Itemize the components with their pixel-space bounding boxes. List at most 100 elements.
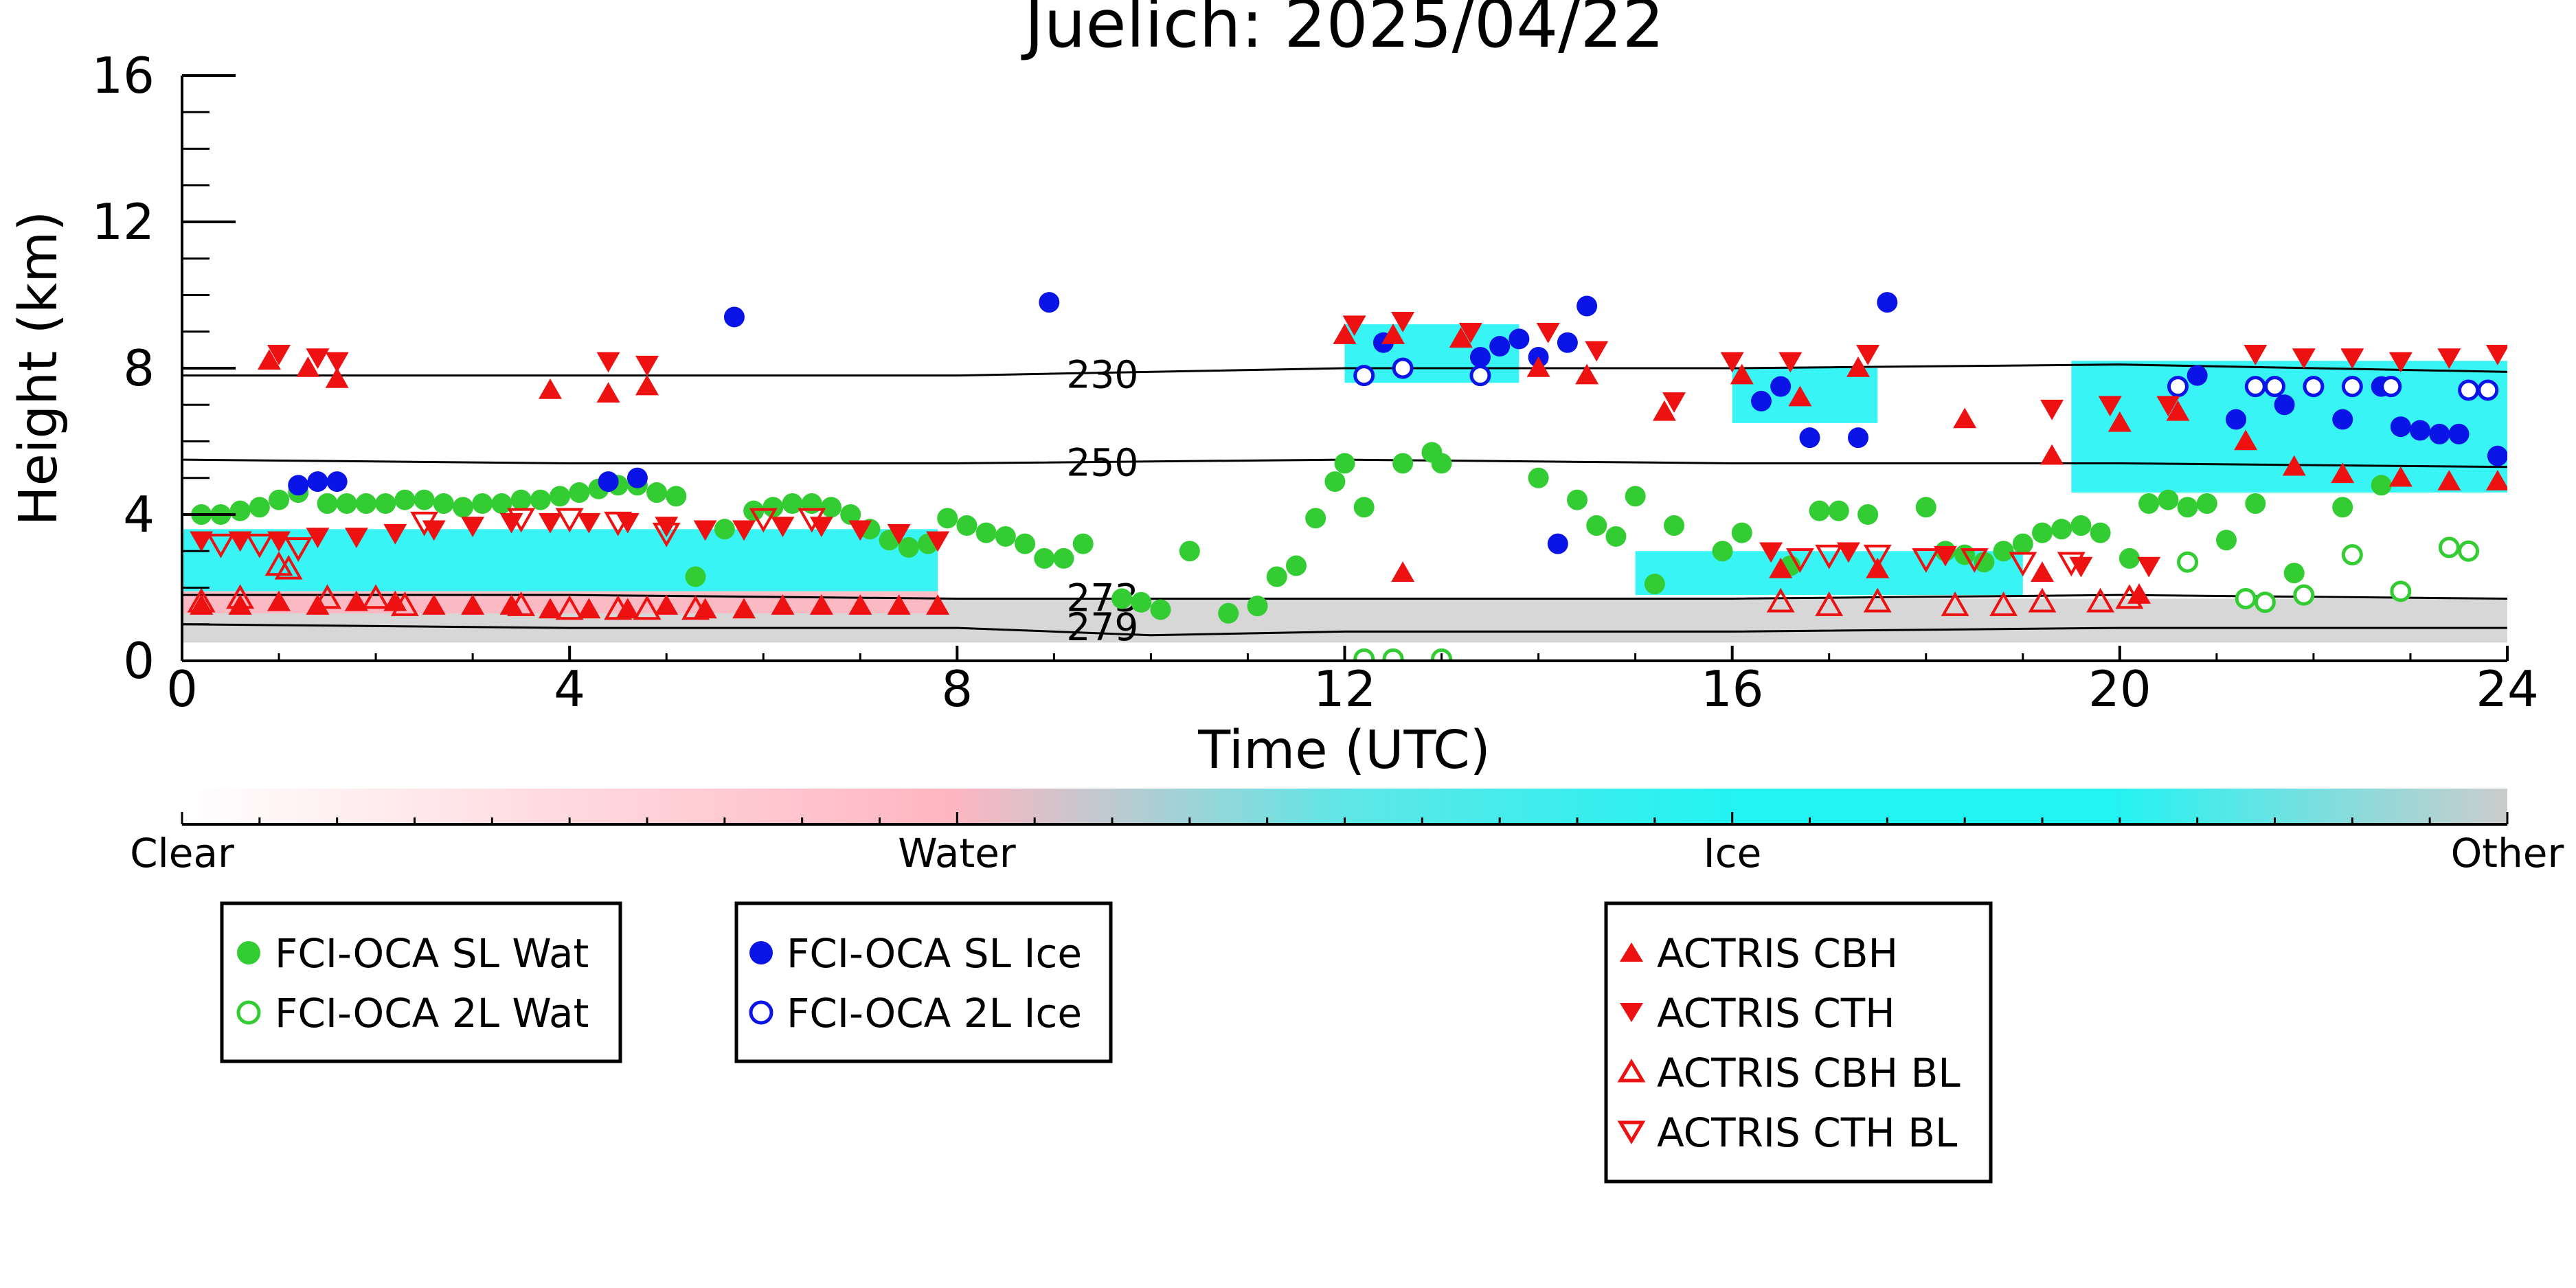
legend-marker-2l-ice: [749, 1000, 773, 1025]
point-actris-cth: [693, 520, 717, 541]
point-fci-oca-2l-ice: [1392, 357, 1414, 379]
chart-title: Juelich: 2025/04/22: [1021, 0, 1664, 63]
point-fci-oca-sl-wat: [666, 486, 687, 507]
legend-ice: FCI-OCA SL Ice FCI-OCA 2L Ice: [734, 901, 1113, 1063]
point-fci-oca-sl-wat: [453, 497, 474, 518]
point-actris-cth: [596, 352, 620, 373]
point-actris-cth: [926, 531, 950, 552]
point-fci-oca-sl-ice: [1770, 376, 1792, 397]
point-actris-cbh: [228, 594, 252, 615]
point-actris-cbh: [1333, 324, 1357, 344]
axes: 0 4 8 12 16 20 24 0 4 8 12 16: [91, 47, 2538, 718]
point-fci-oca-sl-wat: [646, 482, 668, 504]
point-actris-cbh: [538, 598, 562, 619]
point-actris-cbh: [2485, 470, 2507, 490]
point-actris-cbh: [848, 594, 872, 615]
point-fci-oca-sl-ice: [1877, 292, 1898, 313]
point-fci-oca-sl-wat: [1218, 602, 1239, 624]
point-fci-oca-2l-wat: [1353, 648, 1375, 661]
legend-marker-cth: [1620, 1003, 1643, 1022]
point-fci-oca-2l-ice: [2341, 376, 2363, 398]
point-actris-cth: [1342, 315, 1366, 337]
point-actris-cth: [325, 352, 349, 373]
isotherm-line-273: [182, 594, 2508, 600]
point-actris-cth: [2244, 344, 2268, 365]
x-tick-label: 8: [941, 660, 973, 718]
point-fci-oca-sl-wat: [569, 482, 590, 504]
point-actris-cth: [499, 512, 523, 534]
point-fci-oca-sl-wat: [1034, 547, 1055, 569]
point-fci-oca-sl-ice: [2487, 445, 2507, 466]
point-actris-cbh-bl: [361, 584, 390, 609]
point-actris-cbh: [577, 598, 601, 619]
point-actris-cth: [615, 512, 640, 534]
point-fci-oca-2l-wat: [2235, 587, 2257, 609]
point-actris-cbh-bl: [604, 595, 633, 620]
point-fci-oca-sl-wat: [1993, 541, 2014, 562]
colorbar-label-other: Other: [2451, 830, 2564, 877]
point-actris-cth: [1836, 542, 1860, 563]
legend-entry: FCI-OCA SL Ice: [787, 930, 1082, 977]
point-fci-oca-sl-wat: [2119, 547, 2140, 569]
point-fci-oca-sl-wat: [510, 489, 532, 510]
point-actris-cth: [2485, 344, 2507, 365]
legend-marker-cbh-bl: [1617, 1059, 1646, 1083]
isotherm-label-279: 279: [1066, 605, 1138, 649]
point-fci-oca-sl-wat: [1053, 547, 1074, 569]
point-fci-oca-sl-wat: [2070, 515, 2092, 536]
point-fci-oca-sl-ice: [1848, 427, 1869, 449]
legend-marker-2l-wat: [236, 1000, 261, 1025]
x-tick-label: 12: [1313, 660, 1377, 718]
point-actris-cbh: [635, 374, 659, 396]
legend-entry: FCI-OCA SL Wat: [275, 930, 589, 977]
point-fci-oca-sl-ice: [2429, 423, 2450, 444]
point-fci-oca-sl-wat: [2032, 522, 2053, 543]
data-marks-layer: [187, 292, 2507, 661]
point-actris-cbh-bl: [633, 595, 662, 620]
point-fci-oca-sl-wat: [1586, 515, 1607, 536]
point-actris-cbh-bl: [187, 587, 216, 613]
point-actris-cth-bl: [245, 533, 274, 558]
point-actris-cth-bl: [206, 533, 235, 558]
point-actris-cbh: [538, 378, 562, 399]
point-actris-cbh: [1788, 385, 1812, 407]
point-actris-cth-bl: [1863, 544, 1892, 569]
point-actris-cbh-bl: [2115, 584, 2144, 609]
colorbar-label-water: Water: [898, 830, 1016, 877]
point-actris-cth: [2340, 348, 2364, 370]
point-actris-cth: [1720, 352, 1744, 373]
point-fci-oca-sl-wat: [714, 519, 735, 540]
y-tick-label: 0: [123, 632, 155, 690]
point-fci-oca-sl-ice: [2390, 416, 2411, 438]
point-actris-cbh-bl: [507, 591, 536, 616]
point-fci-oca-sl-ice: [1039, 292, 1060, 313]
point-actris-cbh: [325, 367, 349, 388]
point-fci-oca-sl-wat: [2332, 497, 2353, 518]
point-fci-oca-sl-wat: [1644, 574, 1665, 595]
point-actris-cth: [2388, 352, 2413, 373]
point-fci-oca-sl-wat: [1664, 515, 1685, 536]
point-actris-cbh: [2234, 429, 2258, 451]
point-actris-cbh: [926, 594, 950, 615]
point-actris-cbh: [344, 590, 368, 611]
point-fci-oca-sl-wat: [355, 493, 376, 515]
x-axis-label: Time (UTC): [1197, 720, 1491, 781]
isotherm-line-230: [182, 363, 2508, 377]
point-fci-oca-sl-wat: [472, 493, 493, 515]
point-actris-cbh: [422, 594, 446, 615]
point-actris-cth-bl: [749, 508, 778, 533]
point-fci-oca-sl-wat: [1324, 471, 1346, 493]
point-fci-oca-sl-wat: [937, 508, 958, 529]
point-actris-cth: [635, 355, 659, 376]
point-fci-oca-2l-wat: [2293, 584, 2315, 606]
colorbar-label-clear: Clear: [130, 830, 234, 877]
point-fci-oca-sl-wat: [2012, 533, 2033, 554]
point-actris-cth: [267, 531, 291, 552]
point-actris-cth: [1662, 392, 1686, 413]
point-actris-cbh-bl: [681, 595, 710, 620]
point-fci-oca-sl-wat: [1334, 453, 1355, 474]
point-actris-cbh: [190, 594, 214, 615]
x-tick-label: 4: [554, 660, 585, 718]
point-actris-cth: [1536, 323, 1560, 343]
